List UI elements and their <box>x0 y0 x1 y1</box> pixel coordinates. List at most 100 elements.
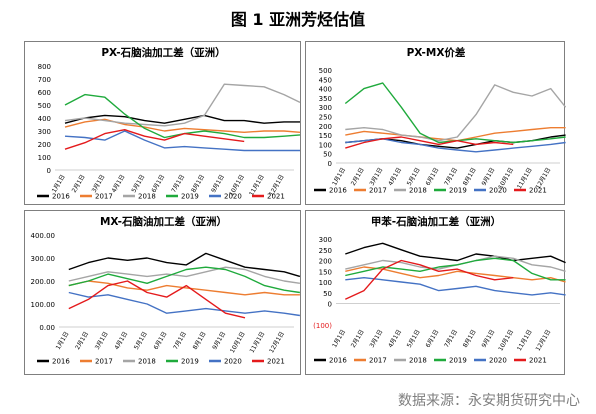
x-tick-label: 12月1日 <box>268 331 286 355</box>
legend-label-2021: 2021 <box>529 357 547 365</box>
chart-panel-px-naphtha: PX-石脑油加工差（亚洲） 0 100 200 300 400 500 600 700 800 1月… <box>24 41 301 205</box>
x-tick-label: 5月1日 <box>130 174 146 195</box>
y-tick-label: 250 <box>319 247 332 255</box>
x-tick-label: 2月1日 <box>350 329 366 350</box>
y-tick-label: 600 <box>38 89 51 97</box>
x-tick-label: 11月1日 <box>516 329 534 353</box>
series-line-2020 <box>68 291 301 317</box>
y-tick-label: 50 <box>323 151 332 159</box>
series-line-2018 <box>64 83 301 127</box>
chart-title: PX-MX价差 <box>407 46 466 59</box>
y-tick-label: 400 <box>319 86 332 94</box>
x-tick-label: 6月1日 <box>150 174 166 195</box>
legend-label-2017: 2017 <box>95 358 113 366</box>
y-tick-label: 0 <box>328 301 332 309</box>
legend-label-2016: 2016 <box>52 358 70 366</box>
x-tick-label: 7月1日 <box>443 329 459 350</box>
x-tick-label: 1月1日 <box>55 331 71 352</box>
legend-label-2019: 2019 <box>181 358 199 366</box>
chart-title: 甲苯-石脑油加工差（亚洲） <box>371 215 501 228</box>
x-tick-label: 4月1日 <box>113 331 129 352</box>
x-tick-label: 9月1日 <box>481 329 497 350</box>
chart-svg: MX-石脑油加工差（亚洲） 0.00 100.00 200.00 300.00 400.0… <box>31 215 301 366</box>
legend-label-2020: 2020 <box>489 357 507 365</box>
x-tick-label: 9月1日 <box>481 167 497 188</box>
series-line-2019 <box>345 257 566 281</box>
y-tick-label: 450 <box>319 76 332 84</box>
legend-label-2017: 2017 <box>369 357 387 365</box>
legend-label-2019: 2019 <box>181 193 199 201</box>
legend-label-2017: 2017 <box>95 193 113 201</box>
x-tick-label: 4月1日 <box>387 329 403 350</box>
y-tick-label: 200.00 <box>31 278 56 286</box>
x-tick-label: 8月1日 <box>462 329 478 350</box>
x-tick-label: 12月1日 <box>535 329 553 353</box>
legend-label-2021: 2021 <box>267 193 285 201</box>
y-tick-label: 0 <box>328 160 332 168</box>
legend-label-2018: 2018 <box>138 358 156 366</box>
x-tick-label: 2月1日 <box>74 331 90 352</box>
x-tick-label: 3月1日 <box>91 174 107 195</box>
y-tick-label: 500 <box>319 67 332 75</box>
y-tick-label: 300 <box>38 128 51 136</box>
y-tick-label: 0.00 <box>39 324 55 332</box>
y-tick-label: 100 <box>319 279 332 287</box>
y-tick-label: 250 <box>319 114 332 122</box>
x-tick-label: 8月1日 <box>192 331 208 352</box>
legend-label-2020: 2020 <box>224 193 242 201</box>
x-tick-label: 9月1日 <box>211 331 227 352</box>
y-tick-label: 200 <box>38 141 51 149</box>
y-tick-label: 100.00 <box>31 301 56 309</box>
y-tick-label: 400.00 <box>31 232 56 240</box>
x-tick-label: 11月1日 <box>249 331 267 355</box>
legend-label-2016: 2016 <box>329 357 347 365</box>
y-tick-label: (100) <box>313 322 332 330</box>
legend-label-2021: 2021 <box>529 187 547 195</box>
series-line-2019 <box>68 266 301 294</box>
y-tick-label: 300 <box>319 104 332 112</box>
x-tick-label: 4月1日 <box>111 174 127 195</box>
series-line-2016 <box>64 114 300 124</box>
y-tick-label: 200 <box>319 258 332 266</box>
legend-label-2021: 2021 <box>267 358 285 366</box>
legend-label-2020: 2020 <box>489 187 507 195</box>
chart-title: MX-石脑油加工差（亚洲） <box>100 215 227 228</box>
legend-label-2020: 2020 <box>224 358 242 366</box>
series-line-2017 <box>68 280 300 296</box>
x-tick-label: 1月1日 <box>331 329 347 350</box>
x-tick-label: 6月1日 <box>425 329 441 350</box>
x-tick-label: 4月1日 <box>387 167 403 188</box>
legend-label-2019: 2019 <box>449 187 467 195</box>
x-tick-label: 3月1日 <box>94 331 110 352</box>
figure-title: 图 1 亚洲芳烃估值 <box>230 10 366 29</box>
series-line-2020 <box>345 276 566 296</box>
legend-label-2016: 2016 <box>52 193 70 201</box>
x-tick-label: 1月1日 <box>51 174 67 195</box>
series-line-2021 <box>68 280 246 319</box>
y-tick-label: 400 <box>38 115 51 123</box>
x-tick-label: 8月1日 <box>190 174 206 195</box>
series-line-2018 <box>345 84 566 142</box>
y-tick-label: 200 <box>319 123 332 131</box>
legend-label-2017: 2017 <box>369 187 387 195</box>
series-line-2021 <box>345 136 514 149</box>
y-tick-label: 100 <box>319 141 332 149</box>
x-tick-label: 10月1日 <box>229 331 247 355</box>
series-line-2016 <box>345 242 566 264</box>
y-tick-label: 100 <box>38 154 51 162</box>
y-tick-label: 150 <box>319 268 332 276</box>
y-tick-label: 300.00 <box>31 255 56 263</box>
y-tick-label: 50 <box>323 290 332 298</box>
chart-svg: PX-石脑油加工差（亚洲） 0 100 200 300 400 500 600 700 800 1月… <box>37 46 301 201</box>
x-tick-label: 6月1日 <box>153 331 169 352</box>
x-tick-label: 2月1日 <box>71 174 87 195</box>
x-tick-label: 9月1日 <box>210 174 226 195</box>
chart-panel-mx-naphtha: MX-石脑油加工差（亚洲） 0.00 100.00 200.00 300.00 400.0… <box>24 210 301 375</box>
series-line-2021 <box>345 259 514 300</box>
y-tick-label: 500 <box>38 102 51 110</box>
y-tick-label: 0 <box>47 167 51 175</box>
x-tick-label: 5月1日 <box>406 167 422 188</box>
chart-svg: 甲苯-石脑油加工差（亚洲） (100) 0 50 100 150 200 250 300 1月1日… <box>313 215 566 365</box>
chart-panel-px-mx: PX-MX价差 0 50 100 150 200 250 300 350 400 450 500 1月1… <box>305 41 566 205</box>
